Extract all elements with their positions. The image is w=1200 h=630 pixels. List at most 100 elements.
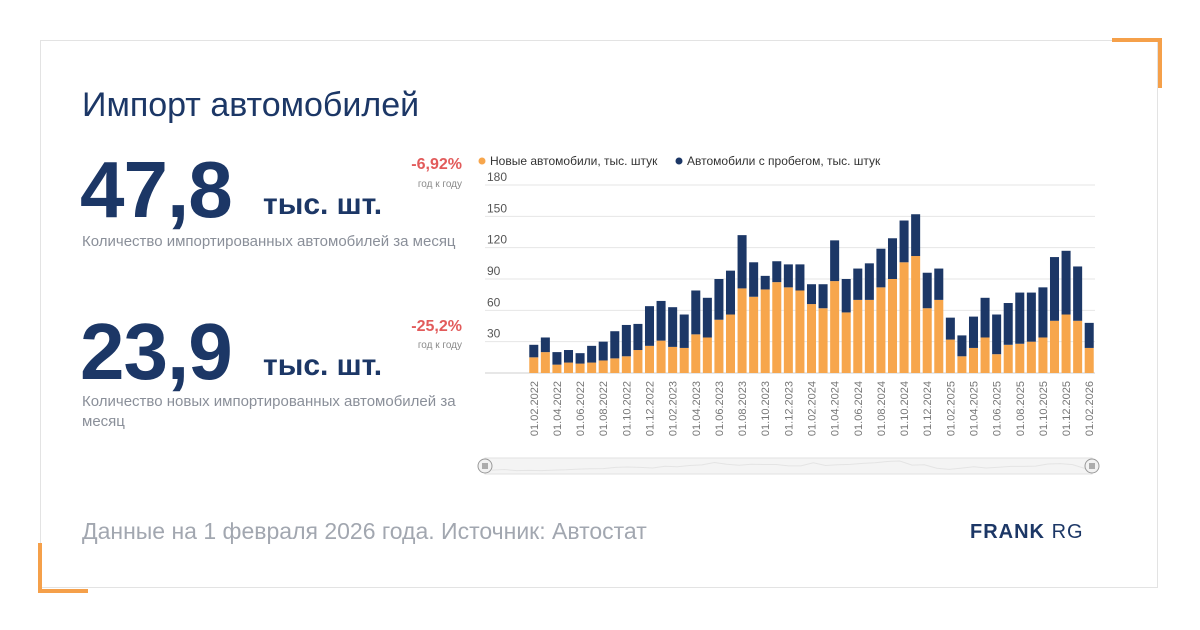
bar-used[interactable] — [575, 353, 585, 364]
bar-used[interactable] — [644, 306, 655, 346]
bar-used[interactable] — [934, 268, 944, 300]
bar-used[interactable] — [1015, 292, 1025, 344]
bar-new[interactable] — [691, 334, 701, 373]
bar-new[interactable] — [830, 281, 840, 373]
bar-used[interactable] — [737, 235, 747, 289]
bar-used[interactable] — [899, 220, 909, 263]
bar-used[interactable] — [806, 284, 817, 305]
bar-new[interactable] — [968, 347, 979, 373]
bar-new[interactable] — [1038, 337, 1048, 373]
bar-used[interactable] — [1073, 266, 1083, 321]
bar-new[interactable] — [911, 256, 921, 373]
bar-new[interactable] — [714, 319, 724, 373]
bar-used[interactable] — [818, 284, 828, 309]
bar-new[interactable] — [992, 354, 1002, 373]
bar-new[interactable] — [853, 299, 863, 373]
bar-new[interactable] — [841, 312, 851, 373]
bar-used[interactable] — [772, 261, 782, 283]
bar-new[interactable] — [598, 360, 608, 373]
bar-used[interactable] — [668, 307, 678, 347]
bar-used[interactable] — [980, 297, 990, 338]
bar-new[interactable] — [1049, 320, 1060, 373]
bar-new[interactable] — [679, 347, 689, 373]
range-navigator[interactable] — [477, 457, 1100, 475]
bar-used[interactable] — [1026, 292, 1036, 342]
bar-used[interactable] — [621, 324, 631, 357]
bar-new[interactable] — [945, 339, 955, 373]
bar-used[interactable] — [598, 341, 608, 361]
bar-new[interactable] — [1003, 344, 1013, 373]
bar-used[interactable] — [876, 248, 886, 288]
bar-used[interactable] — [864, 263, 874, 300]
bar-new[interactable] — [529, 357, 539, 373]
bar-new[interactable] — [1084, 347, 1094, 373]
bar-new[interactable] — [760, 289, 770, 373]
navigator-left-handle[interactable] — [477, 458, 493, 474]
bar-used[interactable] — [992, 314, 1002, 355]
bar-new[interactable] — [587, 362, 597, 373]
bar-used[interactable] — [679, 314, 689, 348]
bar-used[interactable] — [587, 345, 597, 363]
bar-new[interactable] — [957, 356, 967, 373]
bar-new[interactable] — [668, 346, 678, 373]
bar-used[interactable] — [1038, 287, 1048, 338]
bar-used[interactable] — [702, 297, 712, 338]
bar-new[interactable] — [552, 364, 562, 373]
bar-new[interactable] — [737, 288, 747, 373]
bar-new[interactable] — [876, 287, 886, 373]
bar-new[interactable] — [922, 308, 932, 373]
bar-new[interactable] — [795, 290, 805, 373]
bar-used[interactable] — [691, 290, 701, 335]
bar-used[interactable] — [714, 279, 724, 320]
bar-used[interactable] — [830, 240, 840, 282]
bar-used[interactable] — [957, 335, 967, 357]
bar-new[interactable] — [575, 363, 585, 373]
bar-new[interactable] — [633, 350, 643, 373]
bar-new[interactable] — [621, 356, 631, 373]
bar-used[interactable] — [783, 264, 793, 288]
bar-new[interactable] — [656, 340, 666, 373]
bar-used[interactable] — [656, 300, 666, 341]
bar-used[interactable] — [841, 279, 851, 313]
navigator-right-handle[interactable] — [1084, 458, 1100, 474]
bar-used[interactable] — [945, 317, 955, 340]
bar-used[interactable] — [749, 262, 759, 297]
bar-new[interactable] — [644, 345, 655, 373]
legend-label-new[interactable]: Новые автомобили, тыс. штук — [490, 154, 658, 168]
bar-used[interactable] — [1049, 257, 1060, 321]
bar-new[interactable] — [899, 262, 909, 373]
bar-used[interactable] — [922, 272, 932, 309]
bar-new[interactable] — [806, 304, 817, 373]
bar-new[interactable] — [1026, 341, 1036, 373]
bar-new[interactable] — [1073, 320, 1083, 373]
bar-new[interactable] — [725, 314, 736, 373]
bar-used[interactable] — [725, 270, 736, 315]
bar-used[interactable] — [529, 344, 539, 358]
bar-used[interactable] — [540, 337, 550, 353]
bar-used[interactable] — [887, 238, 898, 279]
bar-new[interactable] — [563, 362, 574, 373]
bar-used[interactable] — [853, 268, 863, 300]
bar-new[interactable] — [772, 282, 782, 373]
bar-new[interactable] — [818, 308, 828, 373]
bar-used[interactable] — [1061, 250, 1071, 315]
legend-label-used[interactable]: Автомобили с пробегом, тыс. штук — [687, 154, 881, 168]
bar-new[interactable] — [540, 352, 550, 373]
bar-used[interactable] — [633, 323, 643, 351]
bar-new[interactable] — [749, 296, 759, 373]
bar-used[interactable] — [760, 275, 770, 290]
bar-used[interactable] — [911, 214, 921, 257]
bar-used[interactable] — [795, 264, 805, 291]
bar-used[interactable] — [968, 316, 979, 348]
bar-used[interactable] — [563, 350, 574, 363]
bar-used[interactable] — [610, 331, 620, 359]
bar-new[interactable] — [864, 299, 874, 373]
bar-new[interactable] — [610, 358, 620, 373]
bar-new[interactable] — [980, 337, 990, 373]
bar-used[interactable] — [552, 352, 562, 365]
bar-new[interactable] — [1015, 343, 1025, 373]
bar-new[interactable] — [934, 299, 944, 373]
bar-used[interactable] — [1084, 322, 1094, 348]
bar-new[interactable] — [702, 337, 712, 373]
bar-new[interactable] — [783, 287, 793, 373]
